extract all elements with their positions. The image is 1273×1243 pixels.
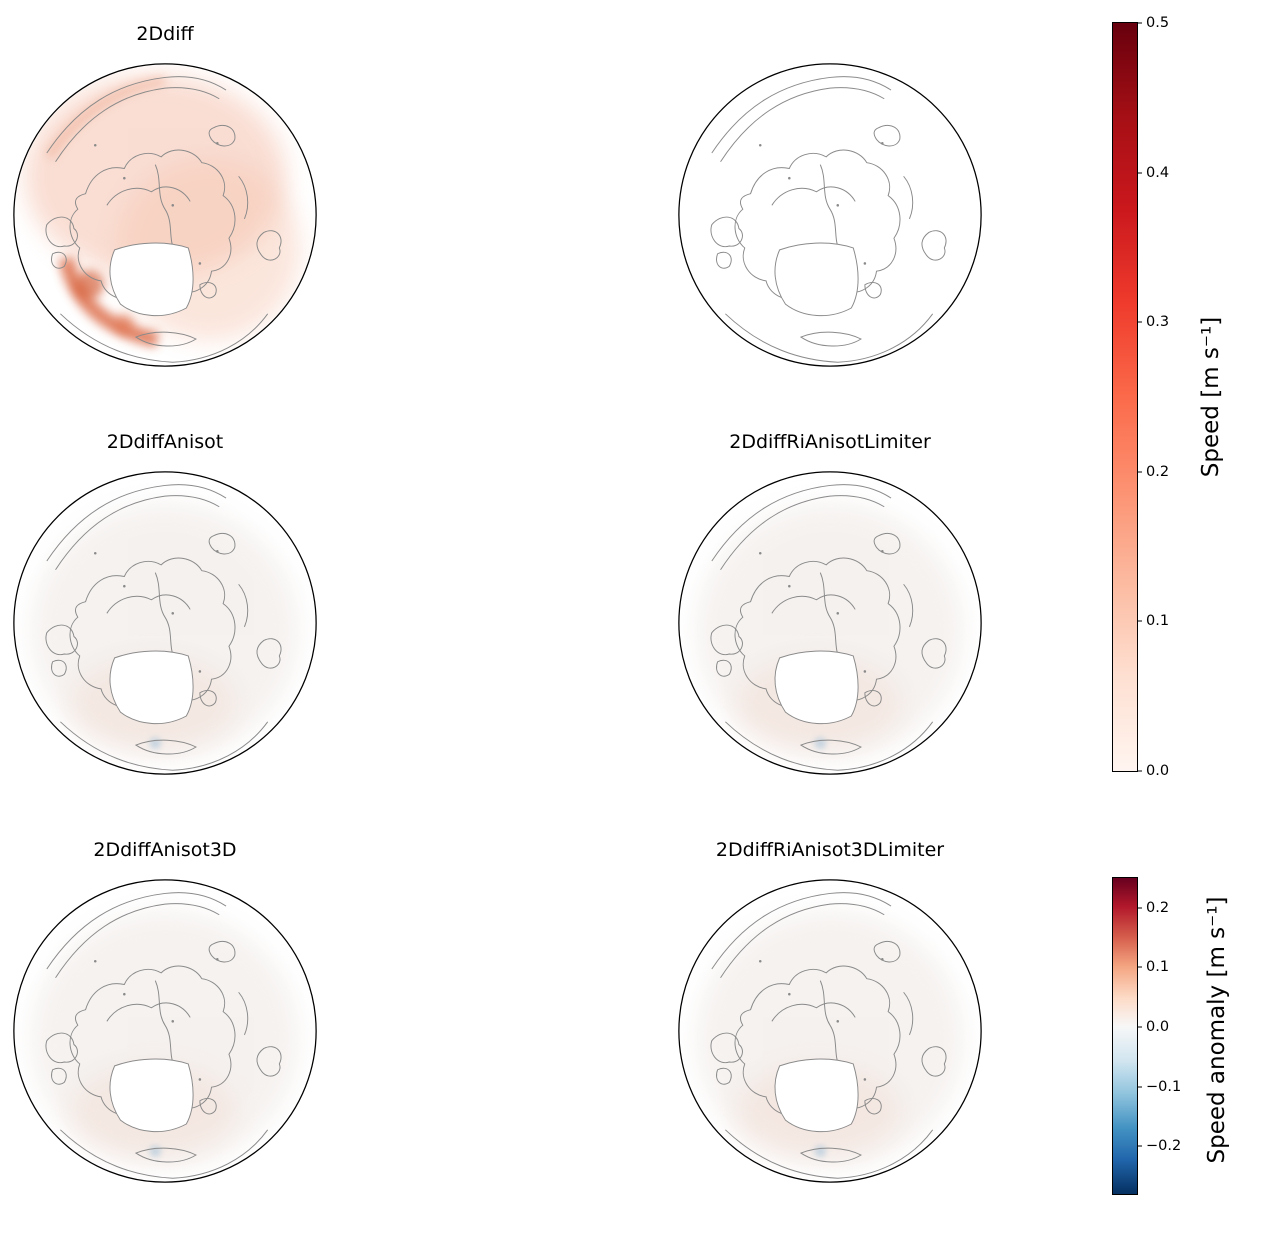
colorbar-speed-gradient	[1113, 23, 1137, 771]
colorbar-tick	[1137, 966, 1142, 968]
coastline-contours	[45, 76, 282, 363]
map-boundary-circle	[678, 63, 982, 367]
colorbar-tick	[1137, 1026, 1142, 1028]
central-white-region	[774, 650, 859, 725]
central-white-region	[774, 1058, 859, 1133]
colorbar-tick	[1137, 770, 1142, 772]
polar-map	[678, 879, 982, 1183]
map-panel-2DdiffRiAnisotLimiter: 2DdiffRiAnisotLimiter	[675, 431, 985, 778]
colorbar-tick-label: 0.1	[1146, 613, 1170, 630]
polar-map	[13, 879, 317, 1183]
colorbar-speed-anomaly-label: Speed anomaly [m s⁻¹]	[1204, 896, 1230, 1164]
panel-title: 2DdiffAnisot3D	[93, 839, 237, 861]
map-panel-row0-col1	[675, 60, 985, 370]
colorbar-tick-label: 0.2	[1146, 899, 1170, 916]
coastline-contours	[710, 76, 947, 363]
colorbar-tick-label: 0.1	[1146, 959, 1170, 976]
colorbar-tick	[1137, 172, 1142, 174]
colorbar-tick-label: 0.0	[1146, 1019, 1170, 1036]
coastline-contours	[710, 892, 947, 1179]
central-white-region	[109, 1058, 194, 1133]
polar-map	[13, 471, 317, 775]
panel-title: 2DdiffRiAnisot3DLimiter	[715, 839, 945, 861]
central-white-region	[109, 650, 194, 725]
colorbar-tick	[1137, 321, 1142, 323]
map-boundary-circle	[13, 879, 317, 1183]
colorbar-tick-label: 0.4	[1146, 164, 1170, 181]
colorbar-tick	[1137, 620, 1142, 622]
map-boundary-circle	[678, 471, 982, 775]
colorbar-speed-anomaly: 0.2 0.1 0.0 −0.1 −0.2	[1112, 877, 1181, 1195]
coastline-contours	[45, 484, 282, 771]
map-panel-2Ddiff: 2Ddiff	[10, 23, 320, 370]
colorbar-tick-label: 0.5	[1146, 15, 1170, 31]
polar-map	[678, 63, 982, 367]
colorbar-tick-label: −0.2	[1146, 1138, 1182, 1155]
colorbar-tick	[1137, 1086, 1142, 1088]
panel-title: 2DdiffAnisot	[106, 431, 224, 453]
colorbar-tick-label: −0.1	[1146, 1078, 1182, 1095]
colorbar-speed: 0.5 0.4 0.3 0.2 0.1 0.0	[1112, 15, 1169, 779]
colorbar-tick	[1137, 1145, 1142, 1147]
coastline-contours	[710, 484, 947, 771]
map-boundary-circle	[13, 471, 317, 775]
map-panel-2DdiffRiAnisot3DLimiter: 2DdiffRiAnisot3DLimiter	[675, 839, 985, 1186]
central-white-region	[109, 242, 194, 317]
colorbar-tick-label: 0.2	[1146, 463, 1170, 480]
map-panel-2DdiffAnisot3D: 2DdiffAnisot3D	[10, 839, 320, 1186]
map-boundary-circle	[678, 879, 982, 1183]
colorbar-tick-label: 0.3	[1146, 314, 1170, 331]
central-white-region	[774, 242, 859, 317]
panel-title: 2Ddiff	[136, 23, 194, 45]
polar-map	[13, 63, 317, 367]
colorbar-speed-label: Speed [m s⁻¹]	[1198, 316, 1224, 478]
coastline-contours	[45, 892, 282, 1179]
colorbar-tick	[1137, 907, 1142, 909]
map-panel-2DdiffAnisot: 2DdiffAnisot	[10, 431, 320, 778]
panel-title: 2DdiffRiAnisotLimiter	[729, 431, 931, 453]
polar-map	[678, 471, 982, 775]
colorbar-speed-anomaly-gradient	[1113, 878, 1137, 1194]
colorbar-tick-label: 0.0	[1146, 763, 1170, 779]
colorbar-tick	[1137, 22, 1142, 24]
map-boundary-circle	[13, 63, 317, 367]
colorbar-tick	[1137, 471, 1142, 473]
